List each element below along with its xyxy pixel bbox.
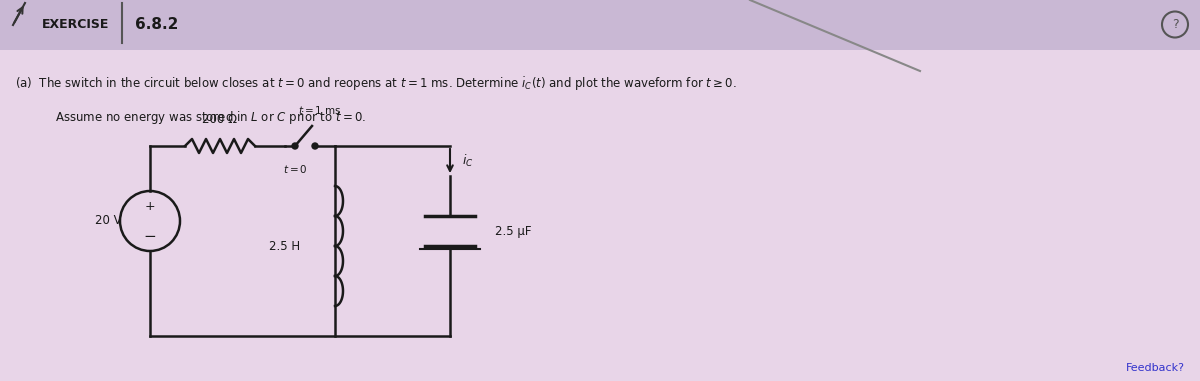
Text: $i_C$: $i_C$ [462,153,474,169]
Text: 6.8.2: 6.8.2 [134,17,179,32]
Text: Feedback?: Feedback? [1126,363,1186,373]
Text: 20 V: 20 V [95,215,121,227]
Text: EXERCISE: EXERCISE [42,18,109,31]
Text: ?: ? [1171,18,1178,31]
Circle shape [292,143,298,149]
Text: $t = 0$: $t = 0$ [283,163,307,175]
Text: +: + [145,200,155,213]
FancyBboxPatch shape [0,0,1200,50]
Text: Assume no energy was stored in $L$ or $C$ prior to $t = 0$.: Assume no energy was stored in $L$ or $C… [55,109,366,126]
Text: $t = 1$ ms: $t = 1$ ms [298,104,342,116]
Text: 2.5 H: 2.5 H [269,240,300,253]
Text: 2.5 μF: 2.5 μF [496,224,532,237]
Text: 200 Ω: 200 Ω [203,113,238,126]
Circle shape [312,143,318,149]
Text: (a)  The switch in the circuit below closes at $t = 0$ and reopens at $t = 1$ ms: (a) The switch in the circuit below clos… [14,76,737,93]
Text: −: − [144,229,156,243]
